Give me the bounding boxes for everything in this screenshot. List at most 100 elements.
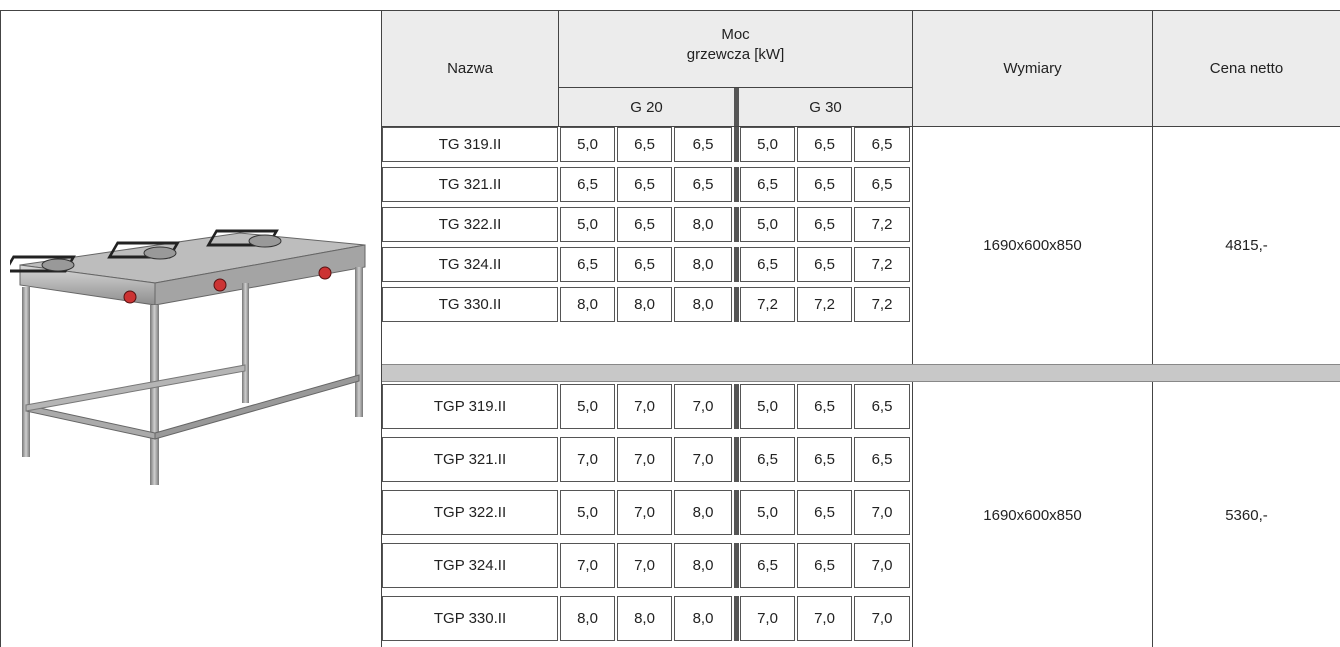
- g20-value: 7,0: [560, 543, 615, 588]
- gas-separator: [734, 127, 739, 162]
- g30-value: 6,5: [740, 247, 795, 282]
- gas-separator: [734, 490, 739, 535]
- cena-column-left-border: [1152, 10, 1153, 647]
- g30-value: 5,0: [740, 384, 795, 429]
- g30-value: 7,0: [854, 543, 910, 588]
- header-g30-cell: [739, 88, 912, 126]
- row-name: TG 330.II: [382, 287, 558, 322]
- gas-separator: [734, 596, 739, 641]
- group-dimensions: 1690x600x850: [983, 237, 1082, 254]
- table-left-border: [0, 10, 1, 647]
- g30-value: 6,5: [797, 127, 852, 162]
- gas-separator: [734, 384, 739, 429]
- header-wymiary: Wymiary: [1003, 60, 1062, 77]
- header-moc-cell: [559, 11, 912, 87]
- g20-value: 6,5: [617, 247, 672, 282]
- g20-value: 8,0: [674, 490, 732, 535]
- g30-value: 5,0: [740, 127, 795, 162]
- header-divider: [559, 87, 912, 88]
- g20-value: 8,0: [674, 287, 732, 322]
- gas-separator: [734, 207, 739, 242]
- header-moc-line2: grzewcza [kW]: [686, 45, 785, 63]
- header-wymiary-cell: [913, 11, 1152, 126]
- g30-value: 7,2: [854, 247, 910, 282]
- g30-value: 7,0: [854, 490, 910, 535]
- g30-value: 6,5: [797, 384, 852, 429]
- g30-value: 6,5: [797, 543, 852, 588]
- g30-value: 7,2: [854, 287, 910, 322]
- g30-value: 6,5: [740, 543, 795, 588]
- gas-stove-illustration: [3, 229, 366, 485]
- g20-value: 6,5: [617, 127, 672, 162]
- g30-value: 7,2: [740, 287, 795, 322]
- g20-value: 8,0: [617, 596, 672, 641]
- product-image: [3, 225, 375, 490]
- g30-value: 6,5: [797, 207, 852, 242]
- g20-value: 5,0: [560, 207, 615, 242]
- row-name: TG 324.II: [382, 247, 558, 282]
- g20-value: 8,0: [674, 596, 732, 641]
- header-g20: G 20: [630, 98, 663, 116]
- g30-value: 6,5: [854, 127, 910, 162]
- g20-value: 6,5: [560, 167, 615, 202]
- group-price: 4815,-: [1225, 237, 1268, 254]
- g20-value: 7,0: [617, 490, 672, 535]
- g20-value: 6,5: [674, 127, 732, 162]
- group-price: 5360,-: [1225, 507, 1268, 524]
- header-g30: G 30: [809, 98, 842, 116]
- g20-value: 8,0: [674, 207, 732, 242]
- g20-value: 7,0: [674, 384, 732, 429]
- gas-separator: [734, 167, 739, 202]
- g20-value: 6,5: [560, 247, 615, 282]
- header-g20-cell: [559, 88, 734, 126]
- group-separator: [382, 364, 1340, 382]
- g30-value: 6,5: [797, 167, 852, 202]
- g30-value: 6,5: [854, 384, 910, 429]
- header-nazwa: Nazwa: [447, 60, 493, 77]
- row-name: TGP 321.II: [382, 437, 558, 482]
- group-dimensions: 1690x600x850: [983, 507, 1082, 524]
- g20-value: 7,0: [617, 543, 672, 588]
- gas-separator: [734, 88, 739, 126]
- row-name: TG 322.II: [382, 207, 558, 242]
- g30-value: 6,5: [740, 437, 795, 482]
- g30-value: 5,0: [740, 490, 795, 535]
- row-name: TGP 319.II: [382, 384, 558, 429]
- g30-value: 6,5: [797, 437, 852, 482]
- g30-value: 7,0: [797, 596, 852, 641]
- g30-value: 7,0: [854, 596, 910, 641]
- row-name: TGP 322.II: [382, 490, 558, 535]
- g30-value: 5,0: [740, 207, 795, 242]
- gas-separator: [734, 437, 739, 482]
- g20-value: 8,0: [617, 287, 672, 322]
- header-cena: Cena netto: [1209, 60, 1284, 77]
- g20-value: 7,0: [674, 437, 732, 482]
- image-column-border: [381, 10, 382, 647]
- gas-separator: [734, 287, 739, 322]
- row-name: TG 319.II: [382, 127, 558, 162]
- g20-value: 5,0: [560, 384, 615, 429]
- g20-value: 8,0: [674, 247, 732, 282]
- table-top-border: [0, 10, 1340, 11]
- header-moc-line1: Moc: [721, 25, 750, 43]
- g20-value: 5,0: [560, 490, 615, 535]
- row-name: TGP 324.II: [382, 543, 558, 588]
- g30-value: 6,5: [797, 490, 852, 535]
- g20-value: 7,0: [617, 384, 672, 429]
- g30-value: 6,5: [854, 167, 910, 202]
- g20-value: 6,5: [674, 167, 732, 202]
- g20-value: 5,0: [560, 127, 615, 162]
- header-nazwa-cell: [382, 11, 558, 126]
- g30-value: 6,5: [797, 247, 852, 282]
- g20-value: 8,0: [674, 543, 732, 588]
- g20-value: 7,0: [560, 437, 615, 482]
- g20-value: 6,5: [617, 167, 672, 202]
- g20-value: 8,0: [560, 287, 615, 322]
- g30-value: 7,2: [797, 287, 852, 322]
- g30-value: 6,5: [740, 167, 795, 202]
- header-cena-cell: [1153, 11, 1340, 126]
- g20-value: 8,0: [560, 596, 615, 641]
- header-divider: [558, 10, 559, 127]
- g30-value: 7,2: [854, 207, 910, 242]
- g20-value: 6,5: [617, 207, 672, 242]
